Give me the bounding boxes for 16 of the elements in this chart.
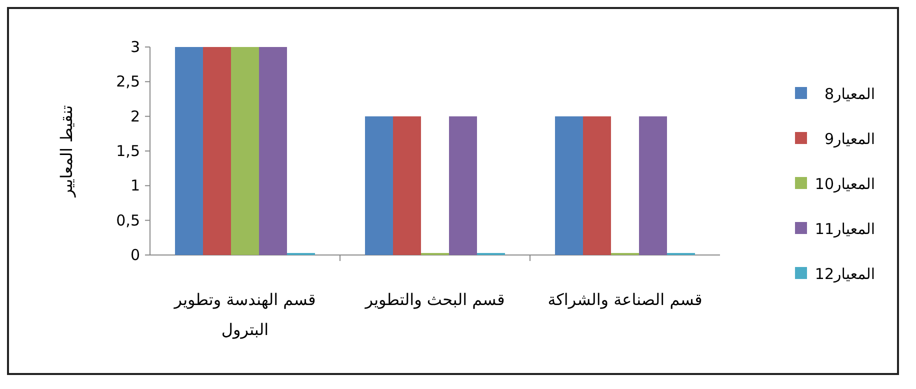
legend-label: المعيار8	[824, 85, 875, 103]
x-tick-label: قسم الهندسة وتطوير البترول	[172, 289, 317, 342]
y-tick-label: 0	[130, 246, 140, 264]
legend-label: المعيار9	[824, 130, 875, 148]
y-tick-label: 0,5	[116, 211, 140, 230]
y-tick-label: 2	[130, 107, 140, 126]
x-tick-label: قسم البحث والتطوير	[364, 289, 506, 311]
legend-label: المعيار10	[814, 175, 875, 193]
y-tick-label: 1,5	[116, 142, 140, 160]
legend-label: المعيار12	[814, 265, 875, 283]
y-tick-label: 3	[130, 38, 140, 56]
y-tick-label: 2,5	[116, 72, 140, 91]
legend-label: المعيار11	[814, 220, 875, 238]
y-axis-title: تنقيط المعايير	[57, 105, 76, 198]
y-tick-label: 1	[130, 176, 140, 195]
x-tick-label: قسم الصناعة والشراكة	[546, 289, 704, 311]
